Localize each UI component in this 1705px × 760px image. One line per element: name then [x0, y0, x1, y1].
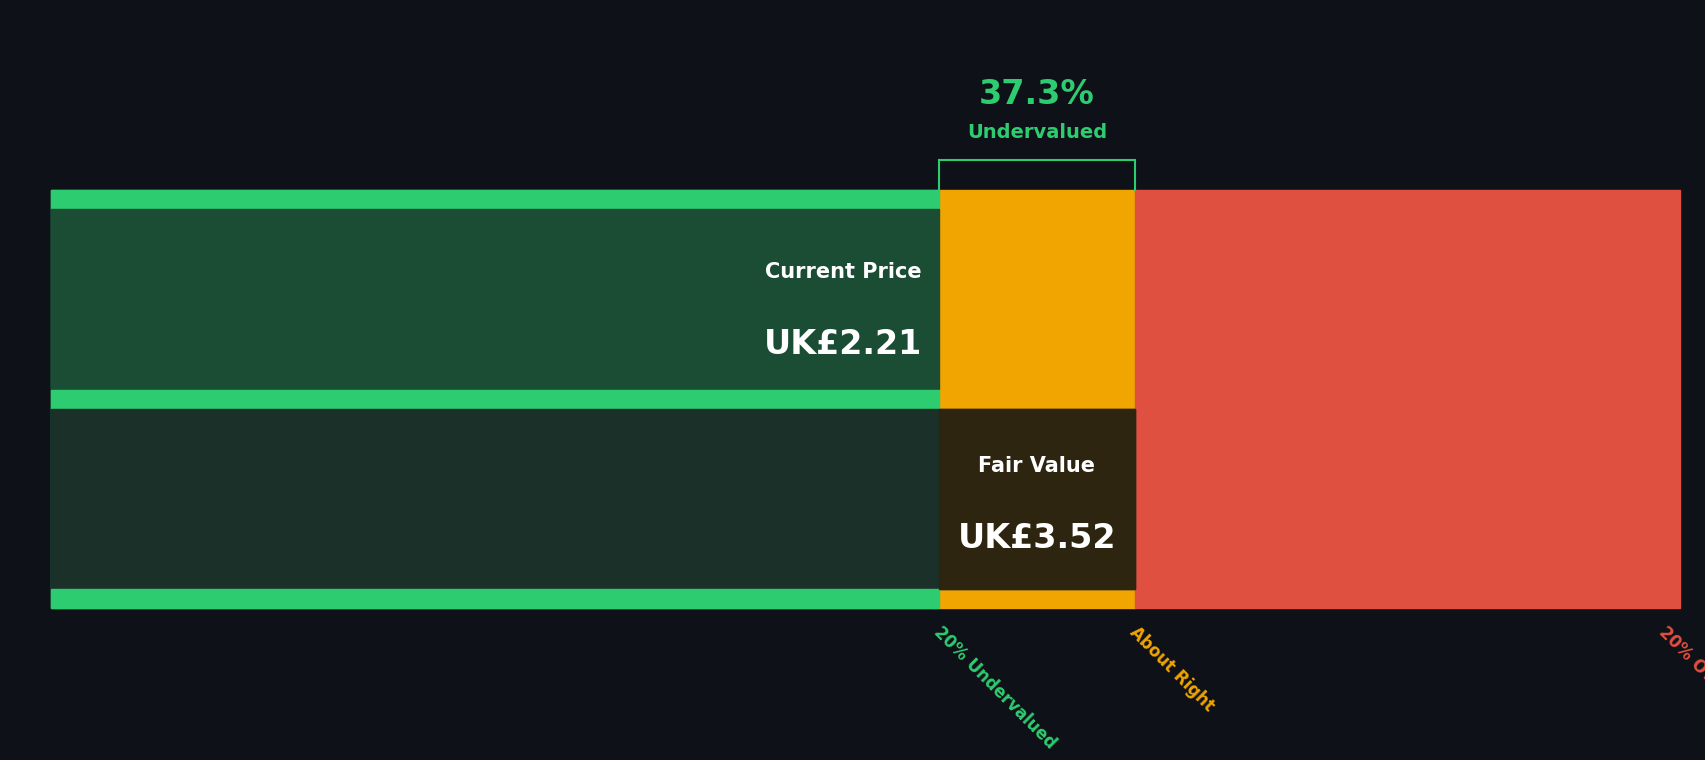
Text: Fair Value: Fair Value	[977, 456, 1095, 477]
Bar	[51, 190, 938, 209]
Text: About Right: About Right	[1125, 623, 1217, 715]
Text: 37.3%: 37.3%	[979, 78, 1095, 112]
Text: 20% Undervalued: 20% Undervalued	[929, 623, 1059, 752]
Bar	[51, 589, 938, 608]
Text: Undervalued: Undervalued	[967, 123, 1107, 143]
Bar	[1134, 190, 1679, 608]
Bar	[938, 409, 1134, 589]
Bar	[51, 409, 1134, 589]
Bar	[938, 190, 1134, 608]
Bar	[51, 389, 938, 409]
Text: UK£3.52: UK£3.52	[957, 522, 1115, 555]
Text: UK£2.21: UK£2.21	[764, 328, 921, 361]
Text: Current Price: Current Price	[766, 262, 921, 282]
Bar	[51, 209, 938, 389]
Text: 20% Overvalued: 20% Overvalued	[1654, 623, 1705, 744]
Bar	[51, 190, 938, 608]
